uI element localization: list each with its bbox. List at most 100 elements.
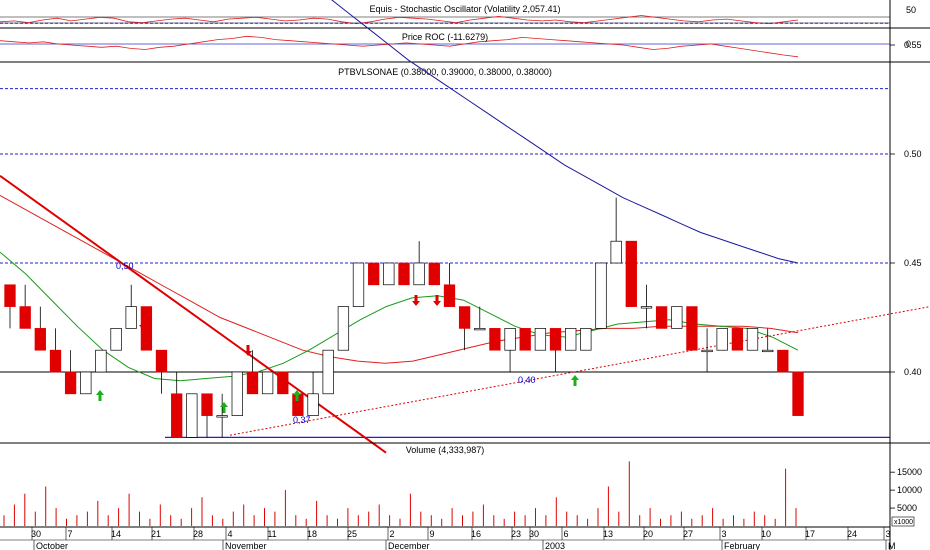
candle-down (443, 284, 456, 307)
reference-lines (0, 371, 890, 438)
annotation-050: 0,50 (116, 261, 134, 271)
month-label: October (36, 541, 68, 550)
volume-scale-label: x1000 (894, 519, 913, 526)
price-tick-label: 0.50 (904, 149, 922, 159)
candle-up (383, 262, 395, 286)
volume-bars (3, 461, 797, 526)
candle-up (474, 328, 486, 331)
candle-down (171, 393, 183, 438)
sell-arrow-icon (244, 345, 252, 356)
candle-down (277, 371, 289, 395)
roc-tick-0: 0 (906, 39, 911, 49)
candle-up (95, 349, 107, 373)
signal-arrows (96, 294, 636, 413)
date-tick-label: 13 (603, 529, 613, 539)
buy-arrow-icon (293, 390, 301, 401)
candle-up (216, 415, 228, 418)
candle-down (777, 349, 789, 373)
buy-arrow-icon (220, 402, 228, 413)
candle-down (458, 306, 471, 329)
date-tick-label: 23 (511, 529, 521, 539)
candle-down (655, 306, 668, 329)
uptrend-dotted-line (229, 306, 930, 436)
roc-title: Price ROC (-11.6279) (402, 32, 488, 42)
candle-up (261, 371, 274, 395)
candle-down (489, 328, 501, 351)
candle-down (686, 306, 698, 351)
candle-up (352, 262, 365, 307)
candle-down (792, 371, 804, 416)
candle-up (322, 349, 334, 395)
date-tick-label: 11 (267, 529, 276, 539)
candle-down (4, 284, 16, 307)
candle-up (595, 262, 607, 329)
month-label: 2003 (545, 541, 565, 550)
candle-up (534, 328, 547, 351)
candle-up (504, 328, 516, 351)
date-tick-label: 16 (471, 529, 481, 539)
date-tick-label: 10 (761, 529, 771, 539)
candle-up (80, 371, 92, 395)
candle-up (671, 306, 683, 329)
price-title: PTBVLSONAE (0.38000, 0.39000, 0.38000, 0… (338, 67, 552, 77)
date-tick-label: 28 (193, 529, 203, 539)
date-tick-label: 14 (111, 529, 121, 539)
date-tick-label: 3 (885, 529, 890, 539)
candle-up (337, 306, 350, 351)
trend-lines (0, 174, 930, 454)
volume-panel: Volume (4,333,987) 5000 10000 15000 (3, 445, 922, 526)
sell-arrow-icon (433, 295, 441, 306)
candle-up (565, 328, 577, 351)
candle-up (110, 328, 122, 351)
stochastic-line (0, 15, 799, 25)
annotation-040: 0,40 (518, 375, 536, 385)
date-tick-label: 25 (347, 529, 357, 539)
candle-up (762, 349, 774, 353)
volume-title: Volume (4,333,987) (406, 445, 485, 455)
annotation-037: 0,37 (293, 415, 311, 425)
date-tick-label: 20 (643, 529, 653, 539)
candle-up (640, 306, 653, 309)
date-tick-label: 17 (805, 529, 815, 539)
sell-arrow-icon (628, 294, 636, 305)
month-label: February (724, 541, 761, 550)
candle-up (125, 306, 137, 329)
volume-scale-box (891, 516, 915, 527)
month-label: M (888, 541, 896, 550)
date-tick-label: 3 (721, 529, 726, 539)
candle-down (428, 262, 440, 286)
date-tick-label: 18 (307, 529, 317, 539)
month-label: December (388, 541, 430, 550)
candle-down (49, 349, 62, 373)
stochastic-tick-50: 50 (906, 5, 916, 15)
candle-down (34, 328, 46, 351)
candle-down (246, 371, 259, 395)
roc-line (0, 35, 799, 58)
candle-up (580, 328, 592, 351)
candle-down (140, 306, 153, 351)
sell-arrow-icon (412, 295, 420, 306)
dotted-resistance-lines (0, 22, 890, 264)
candle-up (716, 328, 728, 351)
date-tick-label: 4 (227, 529, 232, 539)
roc-panel: Price ROC (-11.6279) 0 (0, 32, 911, 58)
volume-tick-label: 5000 (897, 503, 917, 513)
price-axis-ticks: 0.400.450.500.550.600.65 (890, 40, 922, 377)
buy-arrow-icon (96, 390, 104, 401)
volume-tick-label: 10000 (897, 485, 922, 495)
candle-down (549, 328, 562, 351)
price-panel: PTBVLSONAE (0.38000, 0.39000, 0.38000, 0… (0, 0, 930, 454)
volume-tick-label: 15000 (897, 467, 922, 477)
date-tick-label: 2 (389, 529, 394, 539)
date-tick-label: 24 (847, 529, 857, 539)
price-tick-label: 0.55 (904, 40, 922, 50)
date-tick-label: 21 (151, 529, 161, 539)
date-tick-label: 30 (529, 529, 539, 539)
sell-arrow-icon (139, 319, 147, 330)
stochastic-panel: Equis - Stochastic Oscillator (Volatilit… (0, 4, 916, 25)
candle-up (610, 240, 622, 264)
candle-down (731, 328, 744, 351)
date-tick-label: 9 (429, 529, 434, 539)
date-tick-label: 6 (563, 529, 568, 539)
